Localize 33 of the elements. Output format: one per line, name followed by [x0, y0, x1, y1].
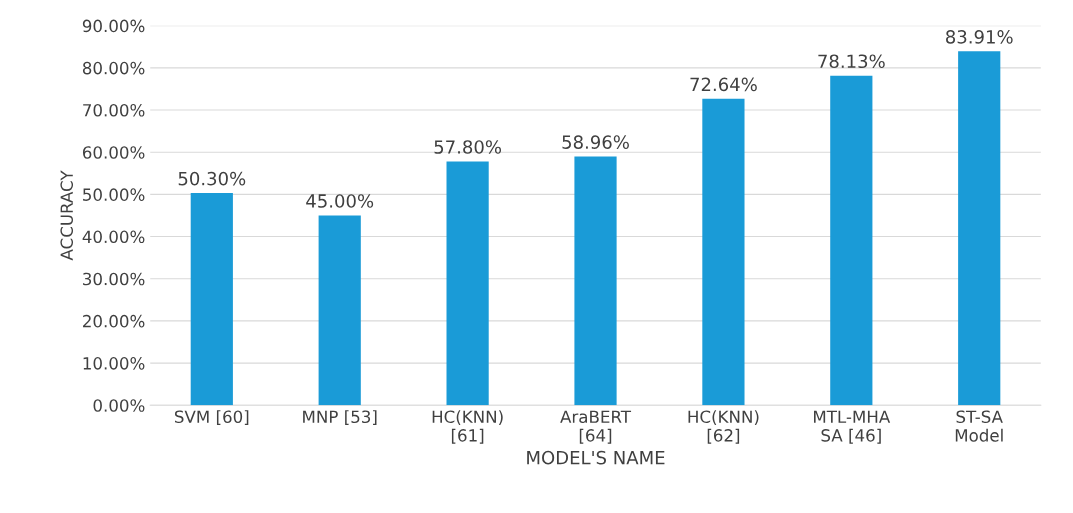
bar: [830, 75, 873, 406]
y-tick-label: 90.00%: [82, 19, 145, 33]
x-tick-label: HC(KNN) [62]: [688, 410, 759, 444]
y-tick-label: 50.00%: [83, 188, 145, 201]
bar: [190, 193, 233, 406]
y-tick-label: 80.00%: [82, 61, 145, 75]
bar: [574, 156, 617, 406]
data-label: 83.91%: [946, 30, 1013, 44]
y-tick-label: 40.00%: [82, 230, 145, 244]
data-label: 45.00%: [306, 194, 374, 208]
y-tick-label: 10.00%: [83, 357, 145, 370]
y-tick-label: 70.00%: [83, 103, 145, 117]
x-axis-title: MODEL'S NAME: [527, 450, 665, 465]
x-tick-label: ST-SA Model: [955, 410, 1003, 442]
x-tick-label: AraBERT [64]: [560, 410, 632, 444]
data-label: 50.30%: [178, 171, 246, 186]
bar: [318, 215, 361, 406]
bar: [702, 98, 745, 406]
data-label: 78.13%: [818, 54, 885, 69]
bar: [446, 161, 489, 406]
y-tick-label: 0.00%: [93, 399, 145, 412]
x-tick-label: HC(KNN) [61]: [432, 410, 503, 444]
data-label: 57.80%: [434, 140, 502, 154]
y-tick-label: 20.00%: [83, 314, 145, 328]
data-label: 72.64%: [690, 77, 757, 92]
x-tick-label: MTL-MHA SA [46]: [814, 410, 891, 444]
y-tick-label: 30.00%: [83, 272, 145, 286]
bar: [958, 51, 1001, 406]
y-axis-title: ACCURACY: [60, 170, 74, 261]
y-tick-label: 60.00%: [82, 146, 145, 159]
x-tick-label: MNP [53]: [303, 410, 377, 425]
data-label: 58.96%: [562, 135, 629, 149]
x-tick-label: SVM [60]: [174, 410, 249, 425]
